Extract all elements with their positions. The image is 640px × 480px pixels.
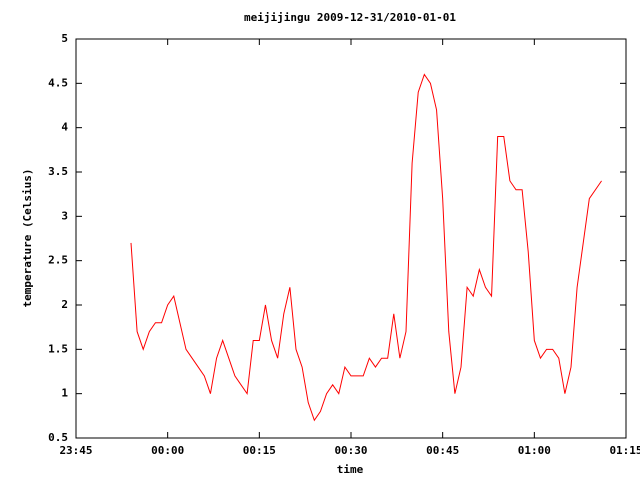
x-tick-label: 00:15 <box>243 444 276 457</box>
y-tick-label: 1.5 <box>48 342 68 355</box>
y-axis-label: temperature (Celsius) <box>21 168 34 307</box>
y-tick-label: 2 <box>61 298 68 311</box>
y-tick-label: 3 <box>61 209 68 222</box>
y-tick-label: 4.5 <box>48 76 68 89</box>
x-tick-label: 00:30 <box>334 444 367 457</box>
x-tick-label: 01:00 <box>518 444 551 457</box>
data-line <box>130 73 602 422</box>
x-tick-label: 23:45 <box>59 444 92 457</box>
y-tick-label: 2.5 <box>48 254 68 267</box>
x-axis-label: time <box>337 463 364 476</box>
x-tick-label: 01:15 <box>609 444 640 457</box>
y-tick-label: 5 <box>61 32 68 45</box>
x-tick-label: 00:45 <box>426 444 459 457</box>
x-tick-label: 00:00 <box>151 444 184 457</box>
y-tick-label: 3.5 <box>48 165 68 178</box>
y-tick-label: 1 <box>61 387 68 400</box>
chart-title: meijijingu 2009-12-31/2010-01-01 <box>244 11 456 24</box>
y-tick-label: 0.5 <box>48 431 68 444</box>
y-tick-label: 4 <box>61 121 68 134</box>
plot-frame <box>75 38 627 439</box>
